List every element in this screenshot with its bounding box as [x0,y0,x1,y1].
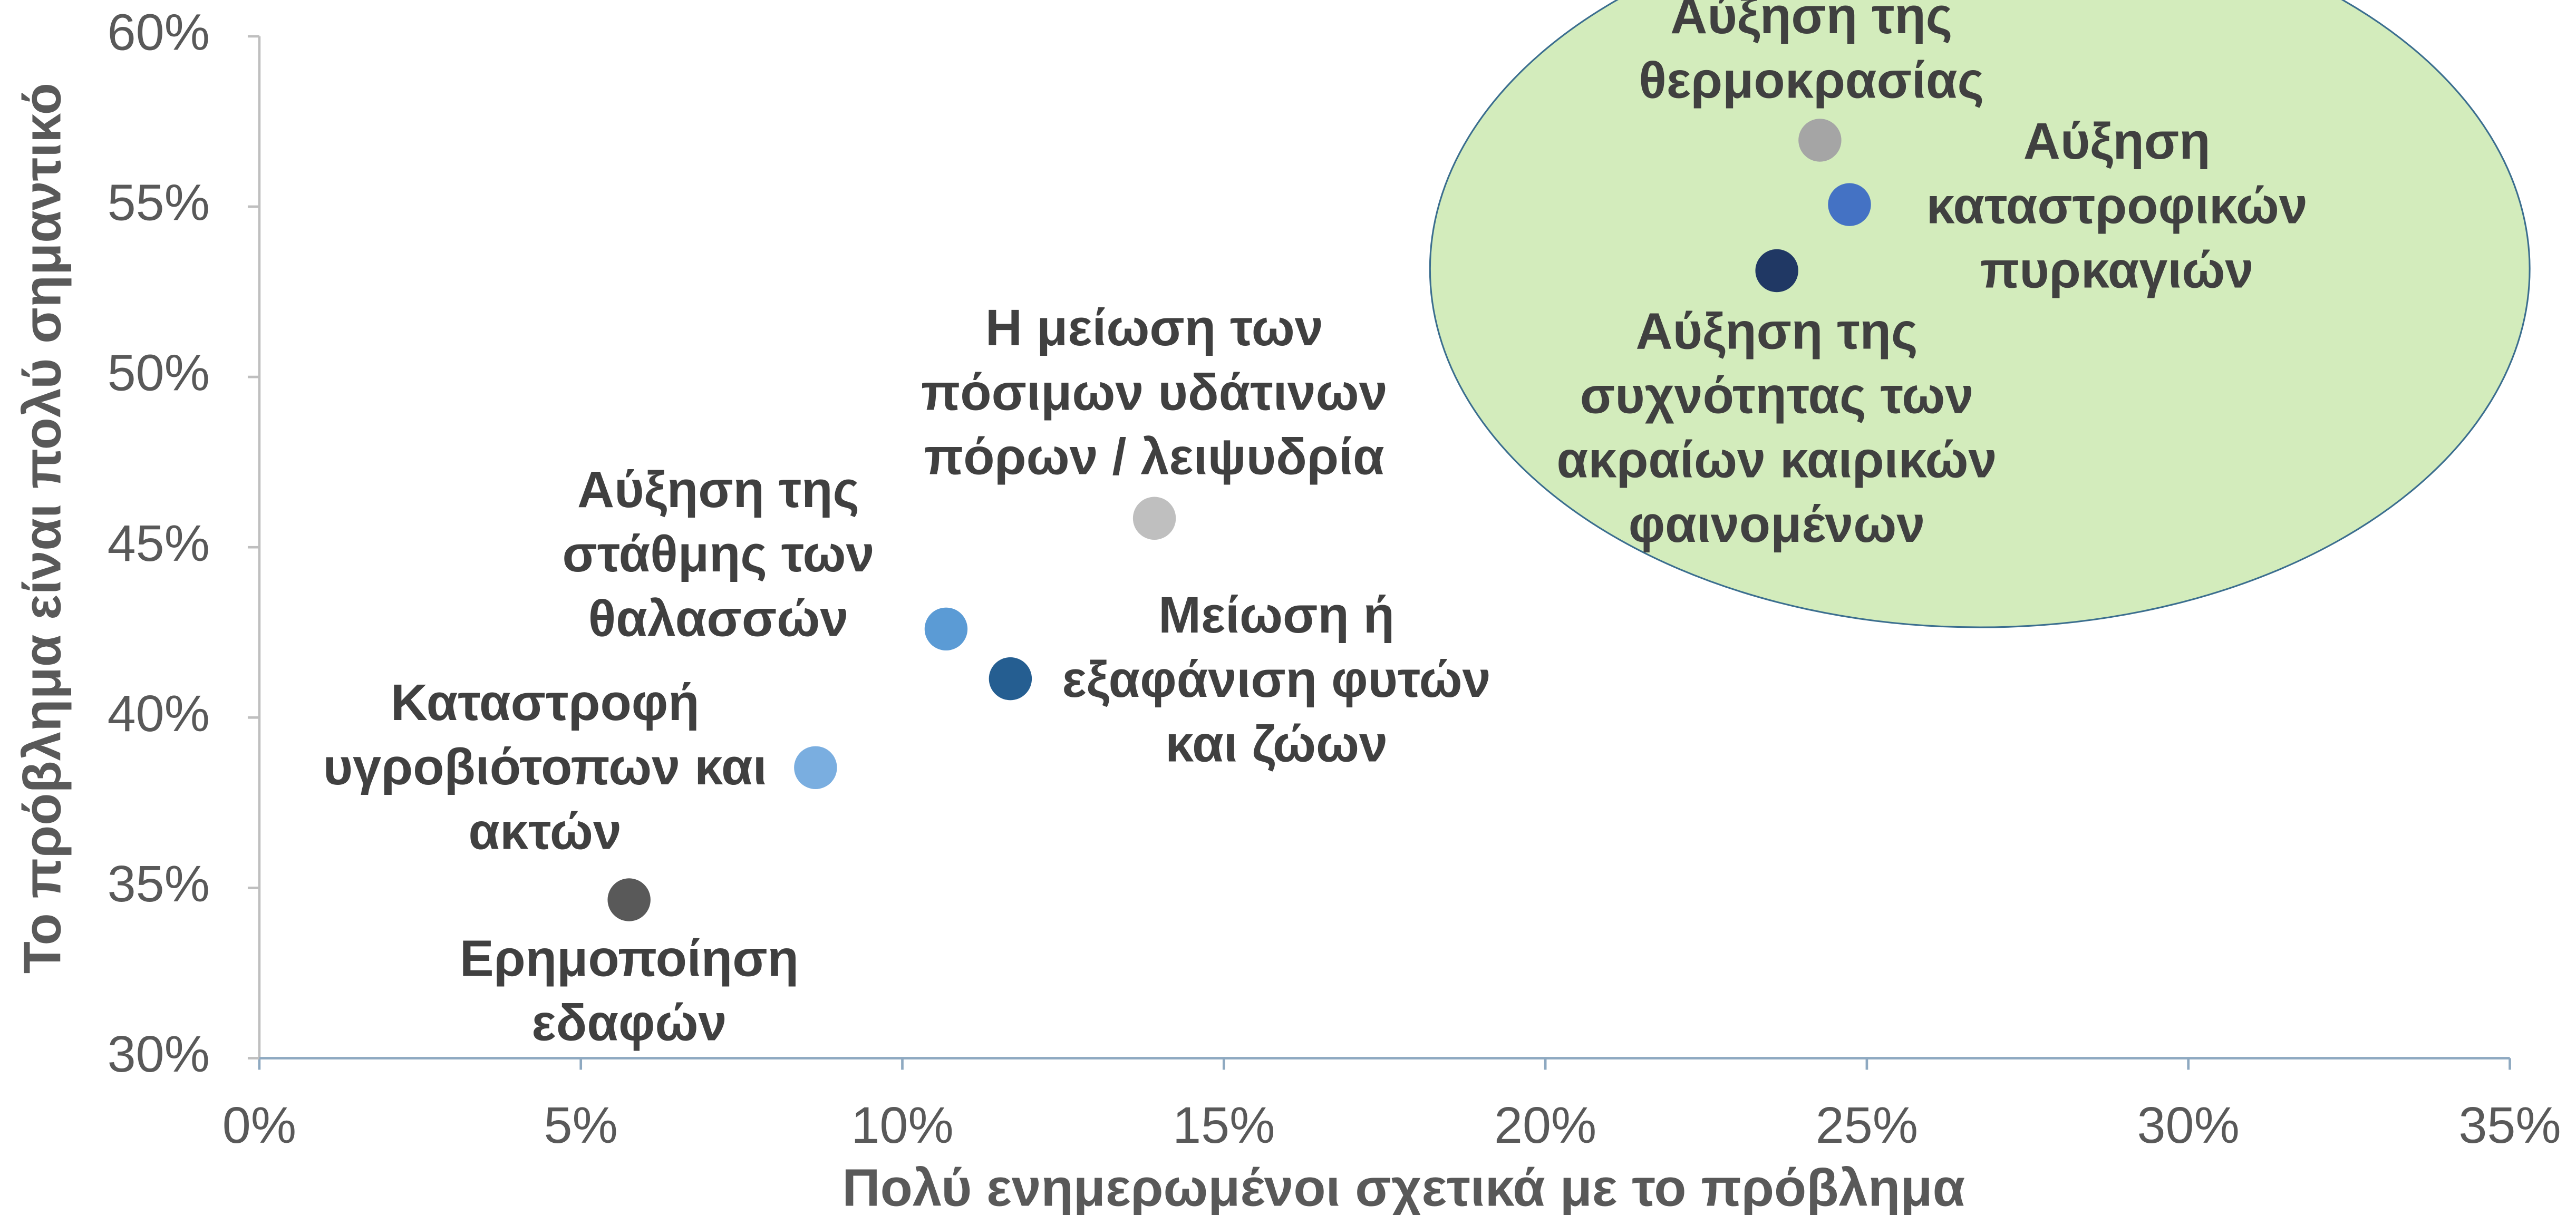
point [1828,183,1871,226]
point-label: Καταστροφή [391,674,700,731]
x-tick-label: 15% [1173,1096,1275,1154]
point-label: και ζώων [1165,715,1388,772]
point-label: εξαφάνιση φυτών [1062,650,1491,708]
x-tick-label: 30% [2137,1096,2240,1154]
point-label: θαλασσών [588,589,848,647]
point-label: πυρκαγιών [1980,241,2253,299]
point [989,657,1032,701]
x-axis-title: Πολύ ενημερωμένοι σχετικά με το πρόβλημα [842,1159,1965,1215]
point [1755,249,1798,293]
point-label: συχνότητας των [1580,367,1973,424]
x-tick-label: 25% [1816,1096,1918,1154]
point-label: πόρων / λειψυδρία [924,427,1384,485]
x-tick-label: 0% [222,1096,296,1154]
point [794,746,837,789]
point-label: καταστροφικών [1926,177,2308,234]
point [924,607,968,650]
point [1798,119,1842,162]
y-tick-label: 55% [108,174,210,231]
x-tick-label: 5% [544,1096,618,1154]
point-label: φαινομένων [1629,495,1925,553]
y-tick-label: 50% [108,344,210,402]
x-tick-label: 35% [2458,1096,2561,1154]
point-label: υγροβιότοπων και [323,738,767,795]
point-label: πόσιμων υδάτινων [921,363,1388,421]
point-label: Αύξηση της [577,461,859,518]
point-label: εδαφών [531,994,727,1052]
y-axis-title: Το πρόβλημα είναι πολύ σημαντικό [13,83,72,974]
point-label: Μείωση ή [1158,586,1394,644]
point-label: Ερημοποίηση [460,929,799,987]
point [1132,497,1176,540]
point-label: ακτών [468,802,621,860]
y-tick-label: 30% [108,1025,210,1083]
y-tick-label: 35% [108,855,210,912]
x-tick-label: 10% [851,1096,953,1154]
point-label: Αύξηση της [1670,0,1952,44]
point-label: ακραίων καιρικών [1557,431,1997,489]
y-tick-label: 40% [108,685,210,742]
x-tick-label: 20% [1494,1096,1596,1154]
point-label: Η μείωση των [985,299,1323,356]
point-label: στάθμης των [563,525,875,582]
y-tick-label: 45% [108,514,210,572]
point-label: Αύξηση [2023,112,2211,170]
point-label: Αύξηση της [1636,302,1918,359]
point-label: θερμοκρασίας [1639,51,1984,109]
y-tick-label: 60% [108,4,210,61]
highlight-ellipse [1429,0,2531,628]
point [607,878,651,921]
